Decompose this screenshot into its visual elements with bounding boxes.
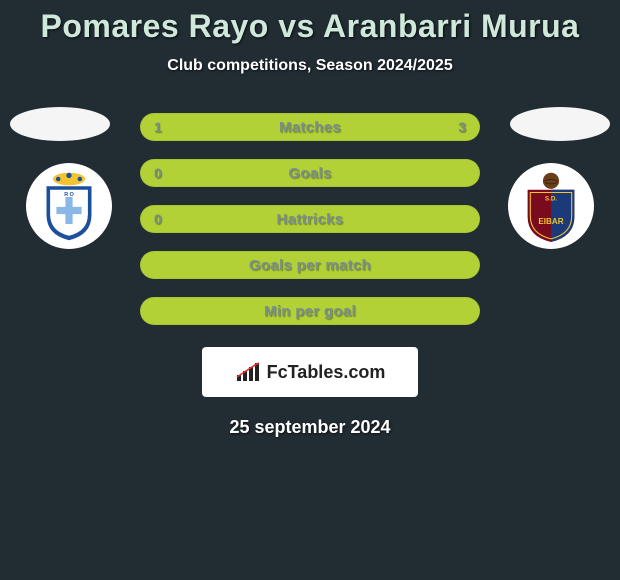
content-area: R O S.D. EIBAR 1 Matches 3 0 <box>0 103 620 343</box>
stat-label: Hattricks <box>277 211 344 228</box>
svg-text:S.D.: S.D. <box>545 196 557 203</box>
stat-left-value: 0 <box>154 165 162 181</box>
page-title: Pomares Rayo vs Aranbarri Murua <box>0 8 620 45</box>
club-badge-right: S.D. EIBAR <box>508 163 594 249</box>
club-badge-left: R O <box>26 163 112 249</box>
stat-bar-goals-per-match: Goals per match <box>140 251 480 279</box>
comparison-card: Pomares Rayo vs Aranbarri Murua Club com… <box>0 0 620 580</box>
stat-bars: 1 Matches 3 0 Goals 0 Hattricks Goals pe… <box>140 113 480 343</box>
stat-label: Matches <box>279 119 341 136</box>
svg-text:R O: R O <box>64 192 74 198</box>
player-silhouette-left <box>10 107 110 141</box>
stat-label: Min per goal <box>264 303 356 320</box>
player-silhouette-right <box>510 107 610 141</box>
stat-left-value: 1 <box>154 119 162 135</box>
subtitle: Club competitions, Season 2024/2025 <box>0 57 620 75</box>
stat-bar-hattricks: 0 Hattricks <box>140 205 480 233</box>
oviedo-crest-icon: R O <box>33 170 105 242</box>
bar-chart-icon <box>235 361 261 383</box>
stat-left-value: 0 <box>154 211 162 227</box>
stat-label: Goals per match <box>249 257 371 274</box>
svg-text:EIBAR: EIBAR <box>538 217 563 226</box>
watermark-text: FcTables.com <box>267 362 386 383</box>
eibar-crest-icon: S.D. EIBAR <box>515 170 587 242</box>
stat-bar-min-per-goal: Min per goal <box>140 297 480 325</box>
date-label: 25 september 2024 <box>0 417 620 438</box>
stat-bar-goals: 0 Goals <box>140 159 480 187</box>
stat-right-value: 3 <box>458 119 466 135</box>
stat-bar-matches: 1 Matches 3 <box>140 113 480 141</box>
watermark: FcTables.com <box>202 347 418 397</box>
stat-label: Goals <box>288 165 331 182</box>
